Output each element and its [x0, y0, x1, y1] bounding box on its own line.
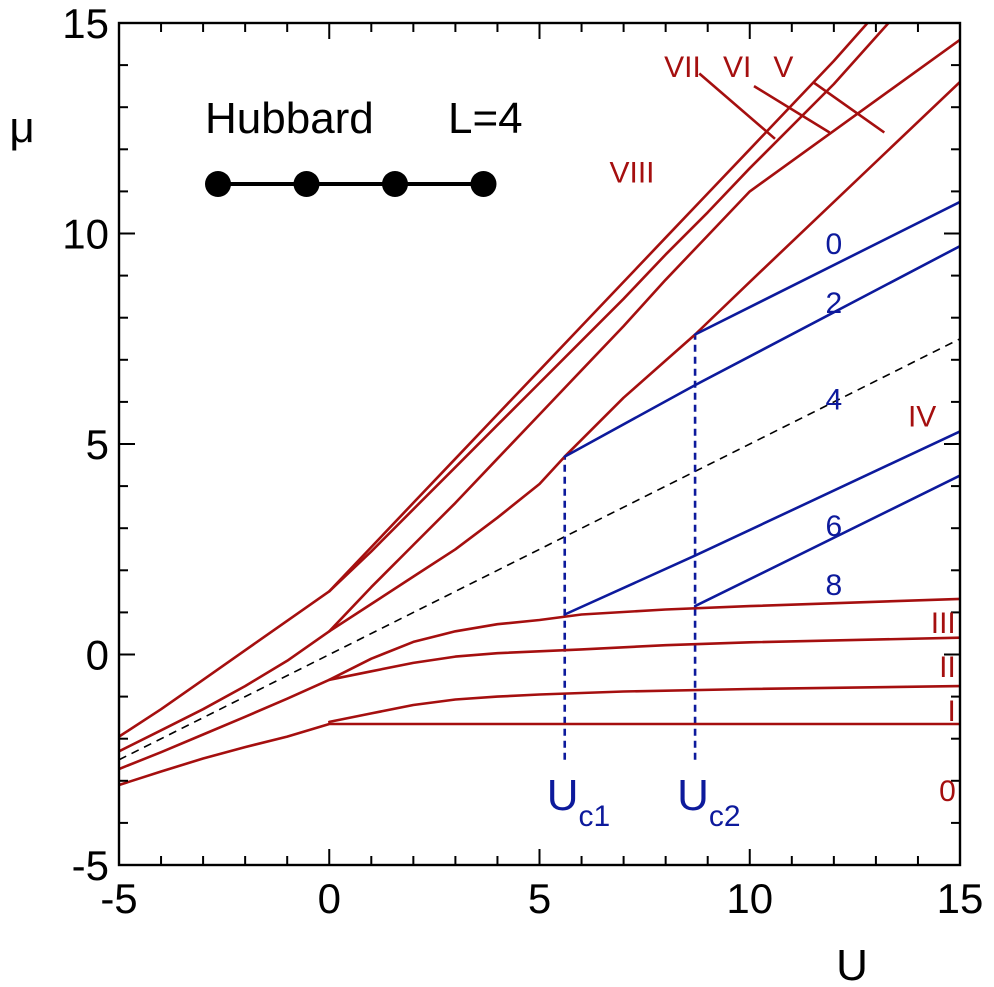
lattice-chain-diagram — [205, 171, 497, 197]
y-tick-label: -5 — [72, 842, 109, 889]
series-red-5 — [119, 80, 960, 753]
lattice-site — [293, 171, 320, 197]
leader-line-2 — [753, 84, 831, 134]
annotation-label: 0 — [826, 228, 843, 261]
annotation-label: II — [939, 651, 956, 684]
leader-line-1 — [698, 72, 776, 140]
series-blue-1 — [563, 244, 960, 458]
inset-size-label: L=4 — [448, 94, 523, 143]
x-tick-label: 5 — [528, 875, 551, 922]
lattice-site — [470, 171, 497, 197]
data-lines — [119, 23, 960, 787]
series-red-6 — [327, 38, 960, 633]
x-tick-label: 10 — [726, 875, 773, 922]
axes: -5 0 5 10 15 -5 0 5 10 15 — [62, 0, 983, 922]
annotation-label: 2 — [826, 287, 843, 320]
annotation-label: VIII — [610, 156, 655, 189]
uc1-label: Uc1 — [547, 771, 610, 833]
series-red-7 — [119, 23, 890, 738]
lattice-site — [205, 171, 231, 197]
annotation-label: I — [947, 695, 955, 728]
series-red-4 — [327, 597, 960, 682]
y-tick-label: 10 — [62, 211, 109, 258]
y-tick-label: 5 — [86, 421, 109, 468]
y-tick-label: 15 — [62, 0, 109, 47]
dashed-diagonal-line — [119, 338, 960, 761]
series-blue-2 — [693, 200, 960, 336]
series-red-2 — [327, 684, 960, 724]
series-red-8 — [327, 23, 869, 593]
series-blue-4 — [693, 474, 960, 608]
plot-frame — [117, 21, 962, 867]
series-blue-3 — [563, 430, 960, 616]
annotation-label: III — [931, 607, 956, 640]
inset-model-label: Hubbard — [205, 94, 374, 143]
y-tick-label: 0 — [86, 632, 109, 679]
annotation-label: V — [773, 51, 793, 84]
x-tick-label: 0 — [318, 875, 341, 922]
y-axis-label: μ — [9, 103, 34, 152]
lattice-site — [382, 171, 408, 197]
series-red-3 — [119, 636, 960, 771]
annotation-label: IV — [908, 401, 936, 434]
uc2-label: Uc2 — [677, 771, 740, 833]
annotation-label: 8 — [826, 569, 843, 602]
x-tick-label: -5 — [100, 875, 137, 922]
annotation-label: VII — [664, 51, 701, 84]
annotation-label: 0 — [939, 775, 956, 808]
x-axis-label: U — [836, 941, 868, 987]
series-red-1 — [119, 722, 960, 787]
leader-line-3 — [812, 80, 886, 134]
annotation-label: 4 — [826, 384, 843, 417]
annotation-label: VI — [723, 51, 751, 84]
x-tick-label: 15 — [937, 875, 984, 922]
annotation-label: 6 — [826, 510, 843, 543]
